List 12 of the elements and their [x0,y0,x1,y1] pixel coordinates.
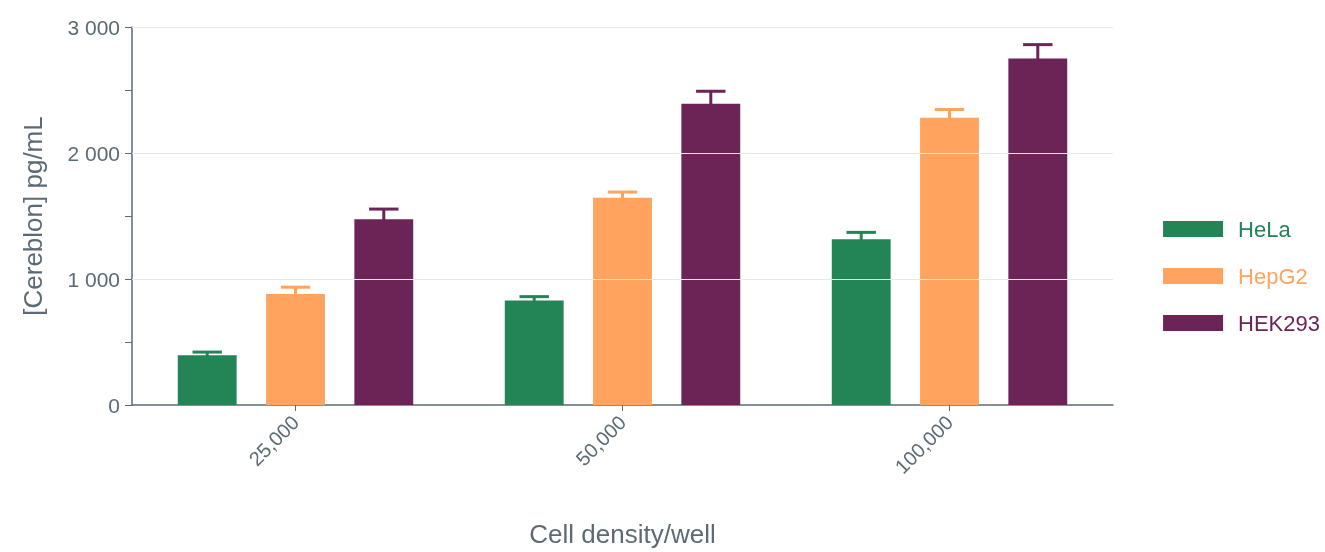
bar [593,197,652,405]
y-tick-label: 0 [108,393,120,417]
x-axis-title: Cell density/well [529,519,716,549]
y-tick-label: 1 000 [67,267,120,291]
legend-label: HeLa [1238,216,1292,242]
y-tick-label: 2 000 [67,141,120,165]
legend-label: HEK293 [1238,310,1321,336]
bar [177,355,237,405]
y-axis-title: [Cereblon] pg/mL [18,116,48,316]
legend-label: HepG2 [1238,263,1308,289]
bar [504,300,564,405]
y-tick-label: 3 000 [67,15,120,39]
